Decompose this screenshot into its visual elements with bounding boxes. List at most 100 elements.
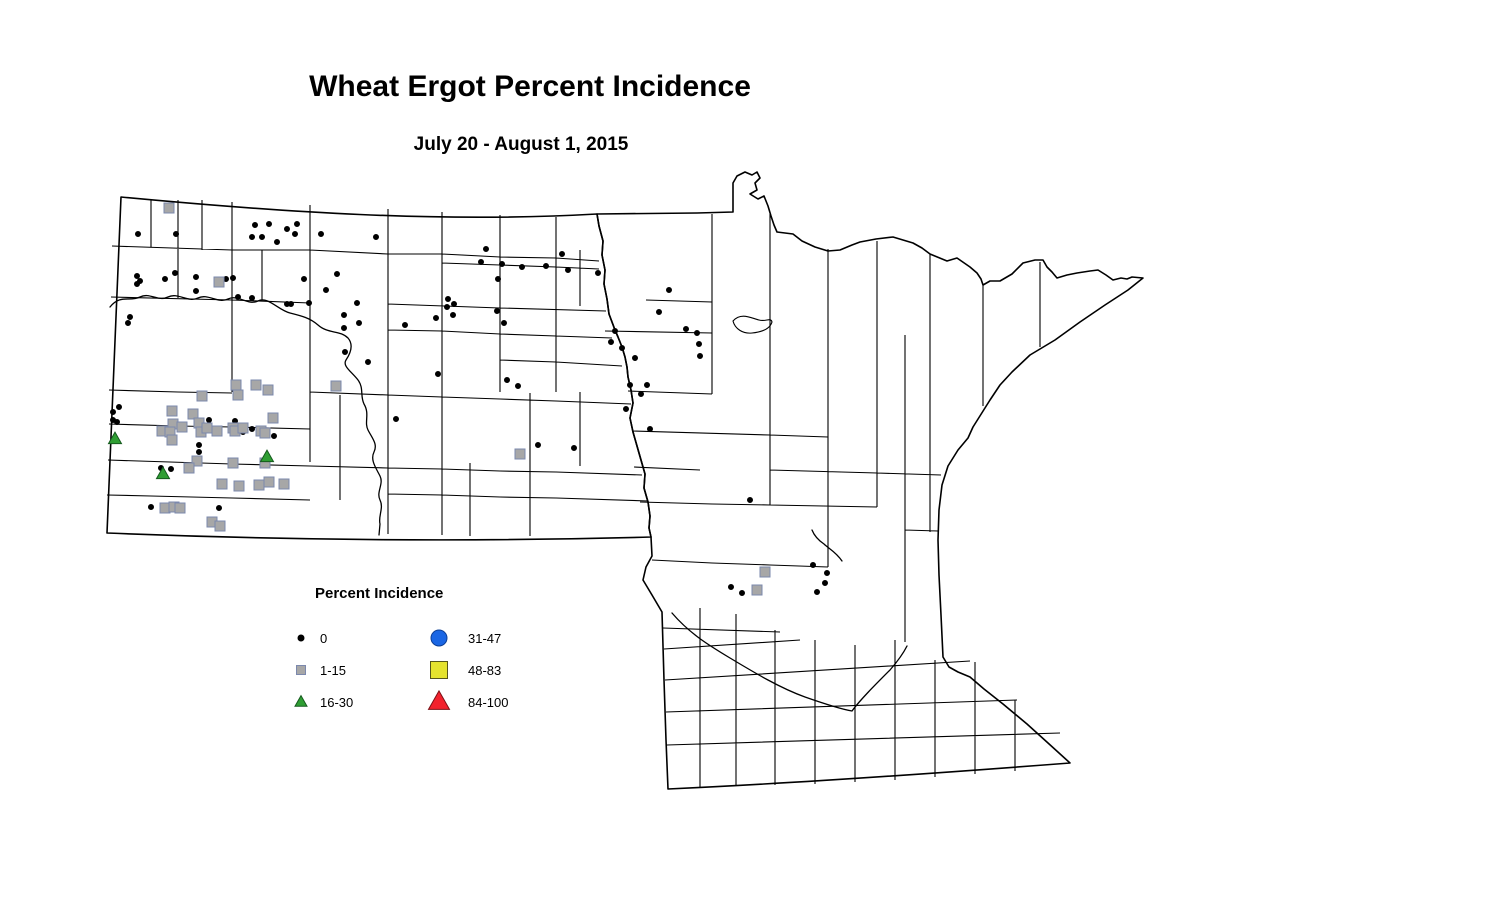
- map-point-dot: [356, 320, 362, 326]
- missouri-river: [109, 294, 383, 536]
- map-point-dot: [288, 301, 294, 307]
- map-point-dot: [644, 382, 650, 388]
- map-point-dot: [595, 270, 601, 276]
- map-point-square: [230, 379, 242, 391]
- map-point-square: [267, 412, 279, 424]
- legend-symbol-circle: [424, 626, 454, 650]
- map-point-dot: [365, 359, 371, 365]
- red-lake-outline: [732, 315, 773, 334]
- map-point-dot: [543, 263, 549, 269]
- map-point-dot: [444, 304, 450, 310]
- map-point-dot: [612, 328, 618, 334]
- map-point-dot: [114, 419, 120, 425]
- map: [95, 165, 1185, 805]
- legend-title: Percent Incidence: [315, 585, 444, 602]
- map-point-square: [166, 434, 178, 446]
- map-points-layer: [107, 202, 830, 596]
- map-point-dot: [402, 322, 408, 328]
- map-point-dot: [627, 382, 633, 388]
- map-point-dot: [822, 580, 828, 586]
- map-point-dot: [697, 353, 703, 359]
- map-point-square: [250, 379, 262, 391]
- map-point-dot: [116, 404, 122, 410]
- map-point-square: [187, 408, 199, 420]
- map-point-dot: [451, 301, 457, 307]
- map-point-square: [166, 405, 178, 417]
- map-point-dot: [810, 562, 816, 568]
- map-point-square: [262, 384, 274, 396]
- page-subtitle: July 20 - August 1, 2015: [413, 134, 629, 155]
- map-point-square: [174, 502, 186, 514]
- map-point-dot: [656, 309, 662, 315]
- map-point-square: [213, 276, 225, 288]
- map-point-triangle: [107, 431, 123, 445]
- map-point-dot: [393, 416, 399, 422]
- map-point-dot: [501, 320, 507, 326]
- map-point-square: [259, 427, 271, 439]
- map-point-dot: [433, 315, 439, 321]
- map-point-dot: [284, 226, 290, 232]
- map-point-square: [232, 389, 244, 401]
- map-point-square: [514, 448, 526, 460]
- map-point-dot: [696, 341, 702, 347]
- map-point-dot: [571, 445, 577, 451]
- map-point-square: [227, 457, 239, 469]
- map-point-triangle: [259, 449, 275, 463]
- map-point-dot: [230, 275, 236, 281]
- map-point-dot: [172, 270, 178, 276]
- map-point-dot: [249, 234, 255, 240]
- legend-grid: 0 31-47 1-15 48-83 16-30 84-100: [288, 626, 558, 714]
- map-point-dot: [619, 345, 625, 351]
- map-point-dot: [478, 259, 484, 265]
- map-point-dot: [632, 355, 638, 361]
- legend-label: 1-15: [320, 662, 347, 678]
- map-point-dot: [301, 276, 307, 282]
- minnesota-county-lines: [604, 214, 1061, 787]
- map-point-dot: [134, 281, 140, 287]
- map-point-dot: [739, 590, 745, 596]
- legend-label: 16-30: [320, 694, 354, 710]
- map-point-dot: [666, 287, 672, 293]
- legend-label: 0: [320, 630, 328, 646]
- map-point-square: [216, 478, 228, 490]
- map-point-dot: [196, 442, 202, 448]
- map-point-dot: [559, 251, 565, 257]
- map-point-square: [237, 422, 249, 434]
- map-point-square: [263, 476, 275, 488]
- map-point-dot: [334, 271, 340, 277]
- map-point-dot: [271, 433, 277, 439]
- map-point-dot: [292, 231, 298, 237]
- map-point-dot: [193, 288, 199, 294]
- wheat-ergot-map: [106, 171, 1144, 790]
- map-point-dot: [196, 449, 202, 455]
- map-point-square: [330, 380, 342, 392]
- map-point-dot: [306, 300, 312, 306]
- map-point-dot: [168, 466, 174, 472]
- map-point-square: [196, 390, 208, 402]
- map-point-dot: [259, 234, 265, 240]
- map-point-dot: [193, 274, 199, 280]
- map-point-square: [201, 422, 213, 434]
- map-point-dot: [216, 505, 222, 511]
- map-point-dot: [495, 276, 501, 282]
- map-point-dot: [148, 504, 154, 510]
- map-point-dot: [173, 231, 179, 237]
- legend-symbol-square: [288, 658, 314, 682]
- map-point-dot: [824, 570, 830, 576]
- map-point-dot: [445, 296, 451, 302]
- map-point-dot: [323, 287, 329, 293]
- map-point-dot: [235, 294, 241, 300]
- map-point-dot: [162, 276, 168, 282]
- legend-symbol-triangle: [288, 690, 314, 714]
- map-point-dot: [354, 300, 360, 306]
- map-point-square: [759, 566, 771, 578]
- map-point-square: [163, 202, 175, 214]
- legend-symbol-square: [424, 658, 454, 682]
- legend-label: 31-47: [468, 630, 502, 646]
- map-point-dot: [694, 330, 700, 336]
- map-point-square: [751, 584, 763, 596]
- map-point-dot: [515, 383, 521, 389]
- map-point-square: [214, 520, 226, 532]
- legend-symbol-dot: [288, 626, 314, 650]
